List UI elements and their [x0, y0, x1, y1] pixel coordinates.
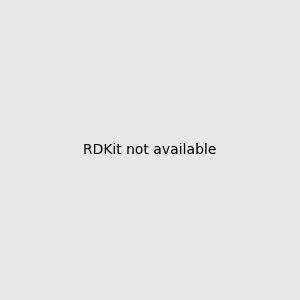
Text: RDKit not available: RDKit not available: [83, 143, 217, 157]
